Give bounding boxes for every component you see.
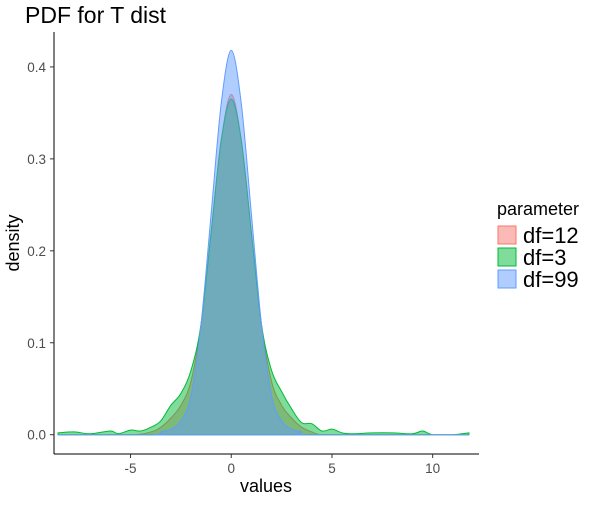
legend-title: parameter: [497, 199, 579, 219]
density-area-df-99: [58, 49, 469, 436]
density-areas: [57, 49, 470, 436]
y-axis-title: density: [3, 214, 23, 271]
y-tick-label: 0.4: [27, 60, 46, 75]
y-tick-label: 0.2: [27, 244, 46, 259]
legend-key-swatch: [497, 269, 517, 289]
plot-area: -5 0 5 10 0.0 0.1 0.2 0.3 0.4: [27, 32, 479, 476]
x-axis-ticks: -5 0 5 10: [125, 454, 440, 476]
legend-label: df=99: [523, 267, 579, 292]
y-axis-ticks: 0.0 0.1 0.2 0.3 0.4: [27, 60, 54, 443]
x-axis-title: values: [240, 476, 292, 496]
chart-title: PDF for T dist: [25, 2, 167, 28]
legend-label: df=12: [523, 223, 579, 248]
x-tick-label: 10: [425, 461, 440, 476]
legend-label: df=3: [523, 245, 566, 270]
x-tick-label: 0: [227, 461, 235, 476]
x-tick-label: -5: [125, 461, 137, 476]
y-tick-label: 0.3: [27, 152, 46, 167]
y-tick-label: 0.0: [27, 428, 46, 443]
legend-key-swatch: [497, 247, 517, 267]
y-tick-label: 0.1: [27, 336, 46, 351]
legend-key-swatch: [497, 225, 517, 245]
x-tick-label: 5: [328, 461, 336, 476]
